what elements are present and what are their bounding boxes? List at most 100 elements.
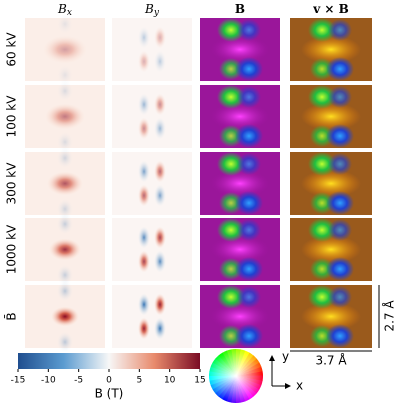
lobe (326, 191, 354, 215)
panel-by (112, 152, 192, 215)
bx-side (57, 81, 73, 101)
panels (25, 14, 372, 352)
lobe (328, 219, 352, 241)
row-label: 60 kV (5, 32, 19, 67)
by-lobe (154, 184, 166, 207)
lobe (217, 152, 245, 176)
lobe (301, 35, 361, 64)
by-lobe (154, 226, 166, 249)
scale-width: 3.7 Å (315, 353, 347, 368)
bx-side (57, 199, 73, 219)
by-lobe (138, 50, 150, 73)
lobe (237, 286, 261, 308)
bx-side (57, 265, 73, 285)
colorbar-tick-label: 0 (106, 376, 112, 386)
bx-side (57, 281, 73, 301)
lobe (308, 152, 336, 176)
by-lobe (138, 160, 150, 183)
bx-core (43, 35, 87, 64)
lobe (237, 153, 261, 175)
panel-by (112, 218, 192, 281)
lobe (210, 102, 270, 131)
lobe (326, 124, 354, 148)
bx-core (45, 103, 85, 130)
lobe (210, 235, 270, 264)
by-lobe (138, 226, 150, 249)
colorbar-tick-label: -15 (11, 376, 26, 386)
by-lobe (138, 117, 150, 140)
by-lobe (154, 250, 166, 273)
column-header: By (144, 2, 160, 18)
row-label: B̄ (4, 312, 18, 320)
wheel-center (209, 349, 263, 403)
scale-height: 2.7 Å (382, 300, 397, 332)
lobe (326, 57, 354, 81)
lobe (326, 257, 354, 281)
lobe (328, 86, 352, 108)
lobe (301, 235, 361, 264)
bx-core (49, 238, 81, 261)
lobe (210, 169, 270, 198)
column-header: B (235, 2, 245, 16)
colorbar-tick-label: 15 (194, 376, 205, 386)
color-wheel (209, 349, 263, 403)
lobe (308, 218, 336, 242)
lobe (235, 57, 263, 81)
by-lobe (138, 26, 150, 49)
lobe (308, 18, 336, 42)
by-lobe (154, 293, 166, 316)
lobe (326, 324, 354, 348)
bx-side (57, 148, 73, 168)
x-axis-label: x (296, 379, 303, 393)
lobe (217, 218, 245, 242)
lobe (308, 285, 336, 309)
panel-by (112, 285, 192, 348)
bx-core (51, 306, 79, 327)
bx-side (57, 132, 73, 152)
by-lobe (154, 160, 166, 183)
lobe (235, 191, 263, 215)
lobe (235, 124, 263, 148)
by-lobe (138, 293, 150, 316)
by-lobe (138, 184, 150, 207)
lobe (210, 302, 270, 331)
by-lobe (138, 317, 150, 340)
by-lobe (154, 93, 166, 116)
by-lobe (138, 250, 150, 273)
panel-by (112, 85, 192, 148)
row-label: 300 kV (5, 162, 19, 205)
by-lobe (154, 50, 166, 73)
by-lobe (154, 117, 166, 140)
bx-core (47, 171, 83, 196)
panel-by (112, 18, 192, 81)
colorbar-label: B (T) (95, 387, 124, 401)
colorbar-tick-label: 10 (164, 376, 176, 386)
lobe (301, 169, 361, 198)
row-label: 100 kV (5, 95, 19, 138)
lobe (237, 86, 261, 108)
by-lobe (154, 317, 166, 340)
lobe (328, 153, 352, 175)
lobe (237, 19, 261, 41)
lobe (235, 257, 263, 281)
lobe (301, 102, 361, 131)
bx-side (57, 65, 73, 85)
colorbar-tick-label: -5 (74, 376, 83, 386)
colorbar-tick-label: 5 (136, 376, 142, 386)
lobe (235, 324, 263, 348)
lobe (308, 85, 336, 109)
bx-side (57, 14, 73, 34)
lobe (210, 35, 270, 64)
lobe (328, 19, 352, 41)
lobe (217, 85, 245, 109)
lobe (217, 285, 245, 309)
column-header: Bx (57, 2, 72, 18)
lobe (328, 286, 352, 308)
by-lobe (138, 93, 150, 116)
bx-side (57, 214, 73, 234)
lobe (217, 18, 245, 42)
lobe (237, 219, 261, 241)
colorbar-tick-label: -10 (41, 376, 56, 386)
by-lobe (154, 26, 166, 49)
